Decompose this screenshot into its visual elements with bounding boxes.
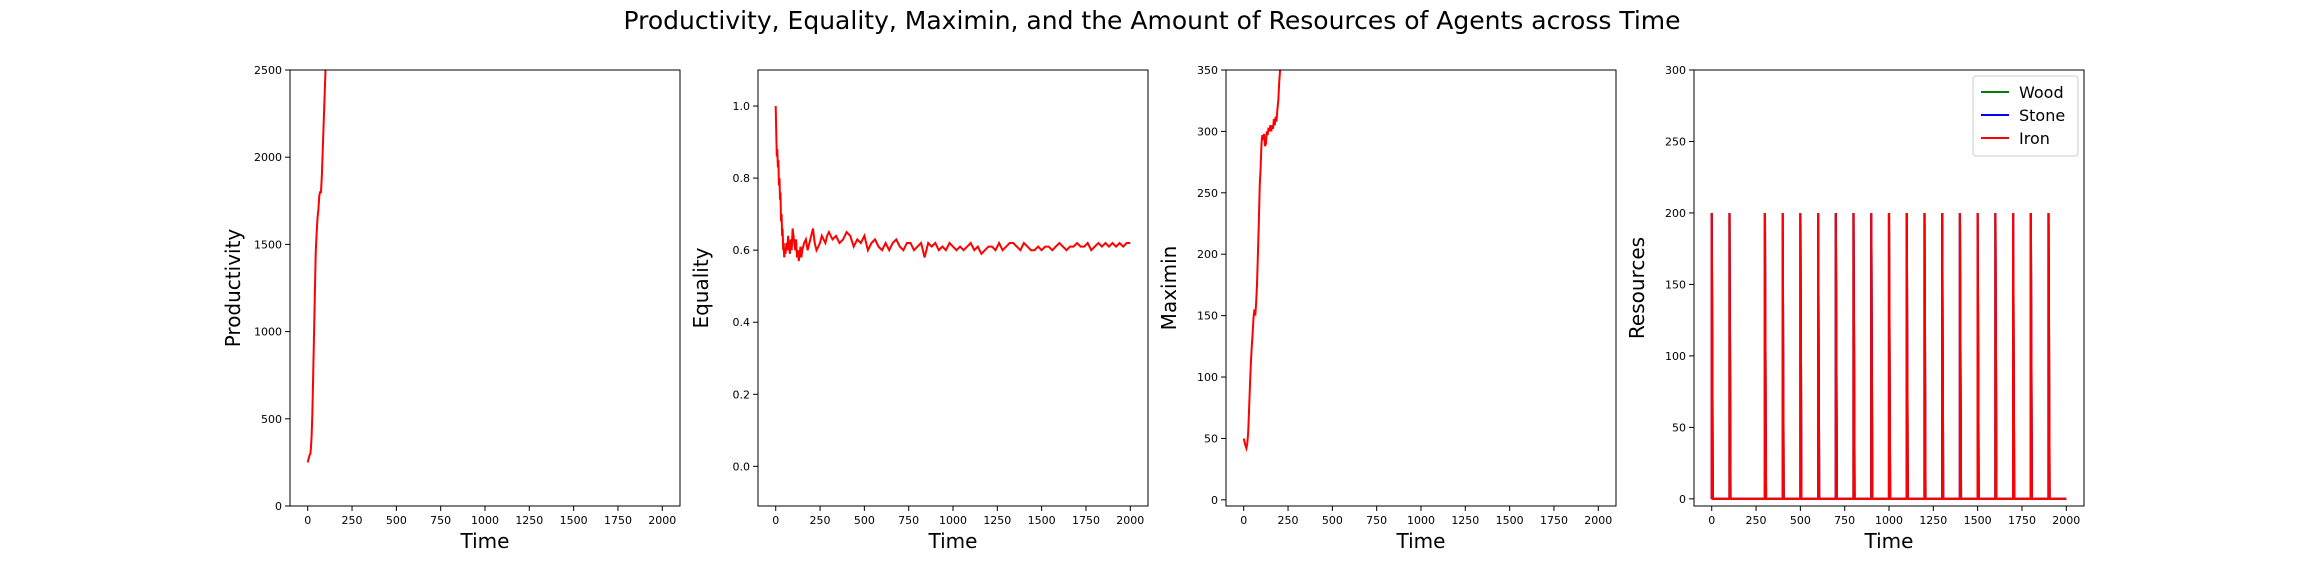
x-tick-label: 1750: [2008, 514, 2036, 527]
x-tick-label: 1000: [1407, 514, 1435, 527]
y-tick-label: 150: [1665, 278, 1686, 291]
y-tick-label: 50: [1672, 421, 1686, 434]
legend-box: [1972, 75, 2079, 157]
x-tick-label: 1250: [515, 514, 543, 527]
y-axis-label: Equality: [689, 247, 713, 328]
x-tick-label: 1250: [1919, 514, 1947, 527]
x-tick-label: 1500: [1496, 514, 1524, 527]
x-axis-label: Time: [1864, 529, 1914, 553]
x-tick-label: 250: [342, 514, 363, 527]
y-tick-label: 0.4: [733, 316, 751, 329]
chart-panel-4: 0 250 500 750 1000 1250 1500 1750 2000 0 50 100 150 2…: [1625, 64, 2085, 553]
x-tick-label: 2000: [1116, 514, 1144, 527]
x-tick-label: 0: [1240, 514, 1247, 527]
figure-title: Productivity, Equality, Maximin, and the…: [623, 6, 1681, 35]
x-tick-label: 0: [1708, 514, 1715, 527]
legend-label-iron: Iron: [2019, 129, 2050, 148]
axes-frame: [1225, 69, 1617, 507]
legend: Wood Stone Iron: [1972, 75, 2079, 157]
y-tick-label: 100: [1197, 371, 1218, 384]
plot-area: [1242, 70, 1282, 453]
axes-frame: [289, 69, 681, 507]
y-tick-label: 1.0: [733, 100, 751, 113]
y-tick-label: 150: [1197, 310, 1218, 323]
y-tick-label: 0.0: [733, 460, 751, 473]
x-tick-label: 500: [854, 514, 875, 527]
x-tick-label: 1000: [1875, 514, 1903, 527]
x-tick-label: 750: [1834, 514, 1855, 527]
x-tick-label: 0: [772, 514, 779, 527]
y-tick-label: 50: [1204, 432, 1218, 445]
x-tick-label: 1500: [560, 514, 588, 527]
y-tick-label: 200: [1665, 207, 1686, 220]
plot-area: [1710, 212, 2067, 500]
y-axis-label: Resources: [1625, 237, 1649, 339]
y-tick-label: 0.6: [733, 244, 751, 257]
chart-panel-2: 0 250 500 750 1000 1250 1500 1750 2000 0.0 0.2 0.4 0…: [689, 69, 1149, 553]
x-tick-label: 0: [304, 514, 311, 527]
plot-area: [306, 70, 327, 463]
y-tick-label: 2000: [254, 151, 282, 164]
y-tick-label: 0.2: [733, 388, 751, 401]
series-line-iron: [1710, 212, 2067, 500]
x-tick-label: 1750: [1072, 514, 1100, 527]
y-tick-label: 300: [1197, 125, 1218, 138]
y-tick-label: 500: [261, 413, 282, 426]
series-line: [1242, 70, 1282, 453]
legend-label-wood: Wood: [2019, 83, 2064, 102]
x-axis-label: Time: [1396, 529, 1446, 553]
legend-label-stone: Stone: [2019, 106, 2065, 125]
x-tick-label: 250: [810, 514, 831, 527]
x-tick-label: 1000: [939, 514, 967, 527]
y-tick-label: 200: [1197, 248, 1218, 261]
plot-area: [774, 105, 1131, 262]
x-tick-label: 250: [1278, 514, 1299, 527]
x-tick-label: 250: [1746, 514, 1767, 527]
x-tick-label: 1750: [604, 514, 632, 527]
x-axis-label: Time: [460, 529, 510, 553]
x-tick-label: 750: [898, 514, 919, 527]
y-tick-label: 1500: [254, 238, 282, 251]
chart-panel-1: 0 250 500 750 1000 1250 1500 1750 2000 0 500 1000 15…: [221, 64, 681, 553]
x-tick-label: 750: [1366, 514, 1387, 527]
axes-frame: [757, 69, 1149, 507]
y-tick-label: 0.8: [733, 172, 751, 185]
y-tick-label: 0: [1679, 493, 1686, 506]
x-tick-label: 1750: [1540, 514, 1568, 527]
x-tick-label: 2000: [2052, 514, 2080, 527]
x-tick-label: 2000: [648, 514, 676, 527]
chart-panel-3: 0 250 500 750 1000 1250 1500 1750 2000 0 50 100 150 2…: [1157, 64, 1617, 553]
x-tick-label: 750: [430, 514, 451, 527]
x-tick-label: 1250: [1451, 514, 1479, 527]
y-tick-label: 2500: [254, 64, 282, 77]
series-line: [774, 105, 1131, 262]
y-tick-label: 1000: [254, 326, 282, 339]
x-tick-label: 500: [1322, 514, 1343, 527]
y-tick-label: 100: [1665, 350, 1686, 363]
x-tick-label: 500: [386, 514, 407, 527]
y-tick-label: 350: [1197, 64, 1218, 77]
x-tick-label: 1000: [471, 514, 499, 527]
y-tick-label: 250: [1197, 187, 1218, 200]
x-tick-label: 2000: [1584, 514, 1612, 527]
series-line: [306, 70, 327, 463]
y-tick-label: 0: [1211, 494, 1218, 507]
x-axis-label: Time: [928, 529, 978, 553]
y-axis-label: Productivity: [221, 229, 245, 348]
y-tick-label: 0: [275, 500, 282, 513]
y-tick-label: 300: [1665, 64, 1686, 77]
x-tick-label: 1250: [983, 514, 1011, 527]
x-tick-label: 1500: [1964, 514, 1992, 527]
y-axis-label: Maximin: [1157, 246, 1181, 331]
y-tick-label: 250: [1665, 135, 1686, 148]
x-tick-label: 1500: [1028, 514, 1056, 527]
x-tick-label: 500: [1790, 514, 1811, 527]
